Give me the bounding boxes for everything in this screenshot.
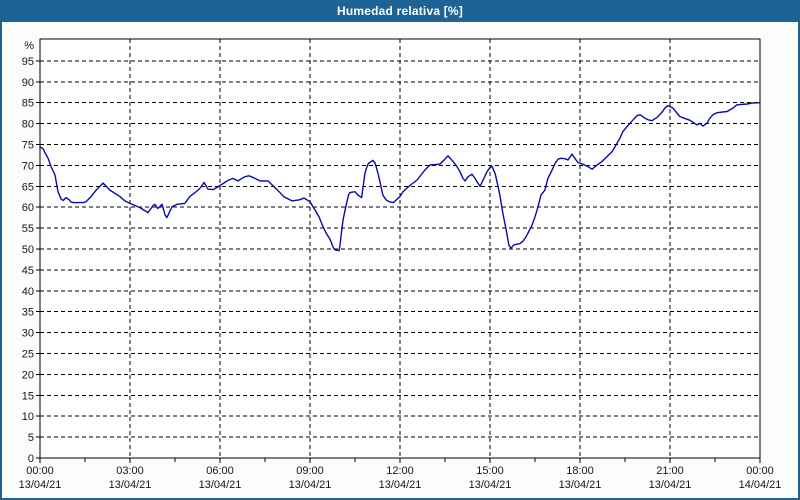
y-tick-label: 85 bbox=[22, 98, 34, 110]
y-tick-label: 95 bbox=[22, 56, 34, 68]
y-tick-label: 5 bbox=[28, 432, 34, 444]
plot-border bbox=[39, 38, 761, 459]
y-tick-label: 20 bbox=[22, 369, 34, 381]
x-tick-date-label: 13/04/21 bbox=[289, 479, 332, 491]
x-tick-time-label: 12:00 bbox=[386, 465, 414, 477]
y-tick-label: 90 bbox=[22, 77, 34, 89]
x-tick-time-label: 03:00 bbox=[116, 465, 144, 477]
y-tick-label: 45 bbox=[22, 265, 34, 277]
x-tick-date-label: 13/04/21 bbox=[649, 479, 692, 491]
y-tick-label: 70 bbox=[22, 160, 34, 172]
x-tick-time-label: 18:00 bbox=[566, 465, 594, 477]
page-title: Humedad relativa [%] bbox=[336, 4, 464, 18]
y-tick-label: 25 bbox=[22, 349, 34, 361]
x-tick-date-label: 14/04/21 bbox=[739, 479, 782, 491]
y-tick-label: 55 bbox=[22, 223, 34, 235]
y-axis-unit-label: % bbox=[24, 40, 34, 52]
x-tick-date-label: 13/04/21 bbox=[469, 479, 512, 491]
y-tick-label: 40 bbox=[22, 286, 34, 298]
x-tick-date-label: 13/04/21 bbox=[109, 479, 152, 491]
y-tick-label: 15 bbox=[22, 390, 34, 402]
y-tick-label: 0 bbox=[28, 453, 34, 465]
x-tick-time-label: 06:00 bbox=[206, 465, 234, 477]
chart-surface: 0 5 10 15 20 25 30 35 40 45 50 55 60 65 70 75 80 85 90 95% 0… bbox=[2, 22, 798, 498]
x-tick-time-label: 00:00 bbox=[746, 465, 774, 477]
y-tick-label: 75 bbox=[22, 140, 34, 152]
x-tick-time-label: 15:00 bbox=[476, 465, 504, 477]
y-tick-label: 80 bbox=[22, 119, 34, 131]
y-tick-label: 35 bbox=[22, 307, 34, 319]
humidity-line-chart: 0 5 10 15 20 25 30 35 40 45 50 55 60 65 70 75 80 85 90 95% 0… bbox=[19, 38, 782, 491]
x-tick-time-label: 00:00 bbox=[26, 465, 54, 477]
humidity-series-line bbox=[39, 101, 761, 252]
window-titlebar: Humedad relativa [%] bbox=[0, 0, 800, 22]
y-tick-label: 50 bbox=[22, 244, 34, 256]
x-tick-date-label: 13/04/21 bbox=[379, 479, 422, 491]
y-tick-label: 10 bbox=[22, 411, 34, 423]
x-tick-date-label: 13/04/21 bbox=[199, 479, 242, 491]
y-tick-label: 65 bbox=[22, 181, 34, 193]
y-tick-label: 30 bbox=[22, 328, 34, 340]
y-tick-label: 60 bbox=[22, 202, 34, 214]
x-tick-time-label: 21:00 bbox=[656, 465, 684, 477]
x-tick-date-label: 13/04/21 bbox=[19, 479, 62, 491]
x-tick-date-label: 13/04/21 bbox=[559, 479, 602, 491]
x-tick-time-label: 09:00 bbox=[296, 465, 324, 477]
